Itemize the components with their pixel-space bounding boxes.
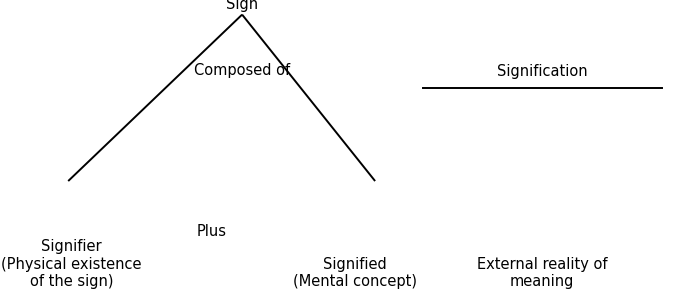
- Text: Composed of: Composed of: [194, 62, 290, 78]
- Text: External reality of
meaning: External reality of meaning: [477, 257, 608, 289]
- Text: Plus: Plus: [196, 225, 226, 239]
- Text: Signification: Signification: [497, 64, 587, 79]
- Text: Signified
(Mental concept): Signified (Mental concept): [293, 257, 417, 289]
- Text: Sign: Sign: [226, 0, 258, 12]
- Text: Signifier
(Physical existence
of the sign): Signifier (Physical existence of the sig…: [1, 239, 142, 289]
